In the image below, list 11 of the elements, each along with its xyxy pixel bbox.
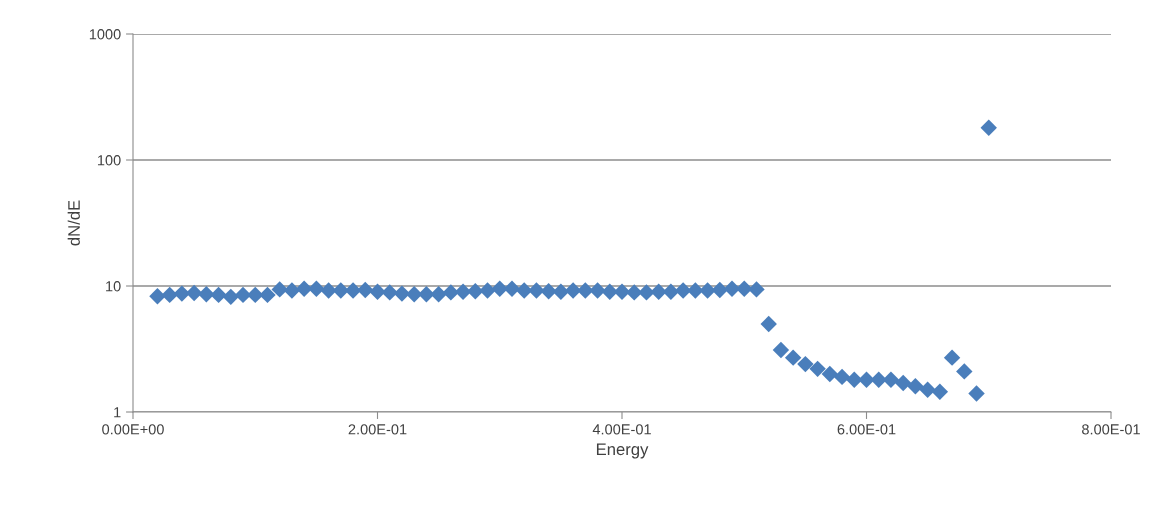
x-tick-label: 8.00E-01 bbox=[1082, 424, 1140, 435]
y-tick-label: 1000 bbox=[89, 29, 121, 40]
x-axis-title: Energy bbox=[596, 443, 649, 459]
x-tick-label: 2.00E-01 bbox=[348, 424, 407, 435]
y-tick-label: 100 bbox=[97, 155, 121, 166]
y-tick-label: 1 bbox=[114, 407, 121, 418]
x-tick-label: 6.00E-01 bbox=[837, 424, 896, 435]
y-tick-label: 10 bbox=[106, 281, 121, 292]
x-tick-label: 0.00E+00 bbox=[102, 424, 164, 435]
x-tick-label: 4.00E-01 bbox=[592, 424, 651, 435]
y-axis-title: dN/dE bbox=[67, 200, 80, 246]
